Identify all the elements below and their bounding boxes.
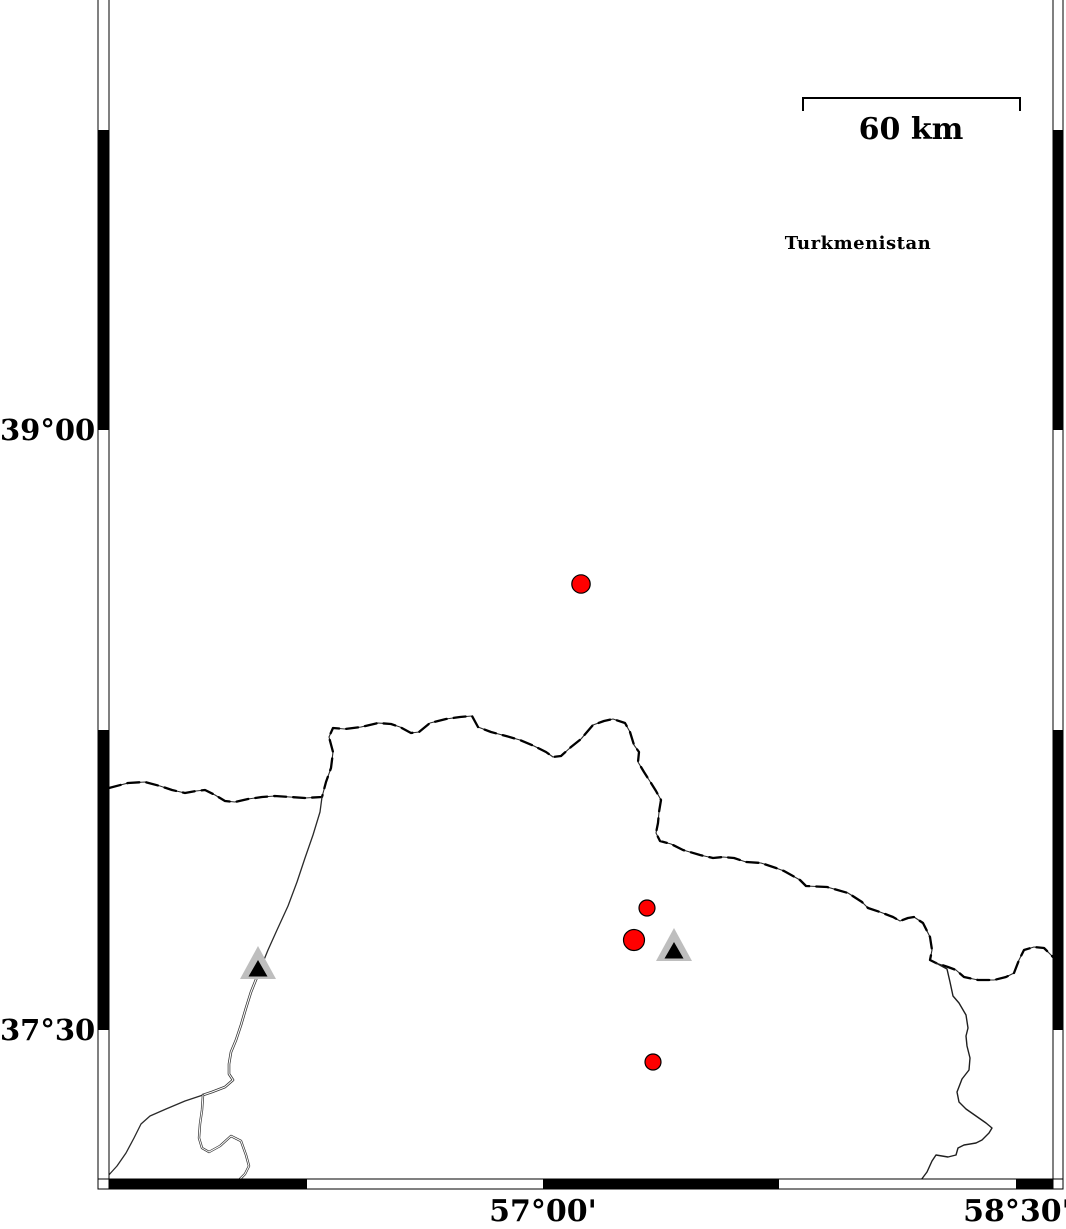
border-line-solid — [108, 715, 1054, 981]
epicenter-marker — [638, 899, 656, 917]
frame-left-black-2 — [98, 730, 109, 1030]
station-marker-core — [664, 942, 684, 959]
country-label: Turkmenistan — [784, 233, 932, 254]
frame-bottom-black-1 — [109, 1179, 307, 1189]
border-line-dashed — [107, 714, 1055, 982]
scale-bar-label: 60 km — [858, 112, 964, 147]
river-west-upper — [258, 796, 323, 973]
line-features — [103, 714, 1055, 1183]
frame-bottom-black-3 — [1016, 1179, 1053, 1189]
river-west-branch-sw — [103, 1094, 204, 1182]
river-west-lower-inner — [202, 971, 260, 1096]
stations-group — [240, 928, 692, 979]
lon-label-57-00: 57°00' — [489, 1194, 597, 1229]
frame-right-black-2 — [1053, 730, 1063, 1030]
frame-bottom-black-2 — [543, 1179, 779, 1189]
scale-bar-bracket — [802, 97, 1021, 111]
map-frame — [97, 0, 1064, 1190]
epicenter-marker — [644, 1053, 662, 1071]
lat-label-39-00: 39°00' — [0, 413, 105, 447]
station-marker-core — [248, 960, 268, 977]
epicenter-marker — [571, 574, 591, 594]
frame-right-black-1 — [1053, 130, 1063, 430]
lon-label-58-30: 58°30' — [963, 1194, 1066, 1229]
epicenters-group — [571, 574, 662, 1071]
frame-left-black-1 — [98, 130, 109, 430]
river-west-branch-hook — [197, 1093, 251, 1183]
epicenter-marker — [622, 928, 646, 952]
lat-label-37-30: 37°30' — [0, 1013, 105, 1047]
river-east — [920, 962, 993, 1181]
river-west-branch-hook-inner — [198, 1094, 250, 1182]
